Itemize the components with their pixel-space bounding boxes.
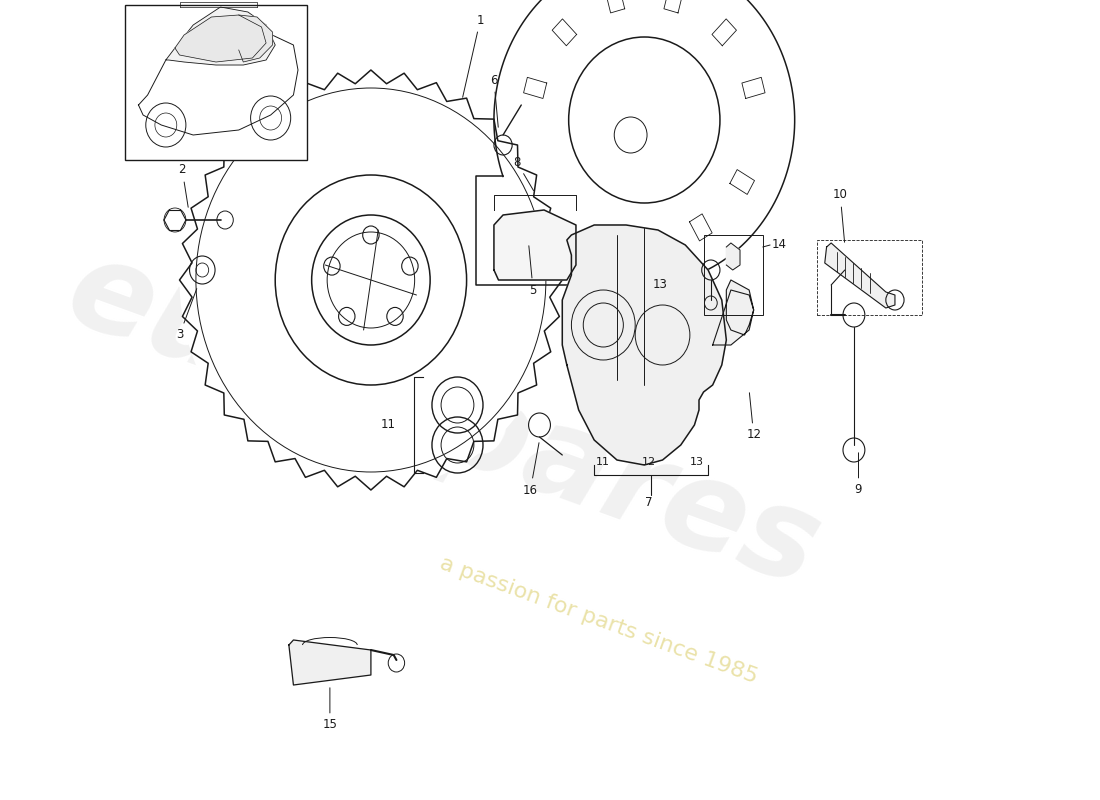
Polygon shape [139,25,298,135]
Polygon shape [239,15,273,62]
Text: 6: 6 [491,74,498,127]
Text: 12: 12 [641,457,656,467]
Text: 3: 3 [176,289,197,342]
Polygon shape [166,7,275,65]
Text: 9: 9 [855,453,862,497]
Polygon shape [713,280,754,345]
Text: 16: 16 [522,442,539,497]
Text: 11: 11 [381,418,396,431]
Polygon shape [494,210,576,280]
Text: 11: 11 [595,457,609,467]
Circle shape [485,0,804,295]
Text: 13: 13 [690,457,704,467]
Text: 12: 12 [746,393,761,442]
Polygon shape [726,243,740,270]
Text: 10: 10 [833,189,848,242]
Bar [704,235,762,315]
Polygon shape [289,640,371,685]
Bar [124,5,307,160]
Polygon shape [825,243,895,308]
Text: 8: 8 [513,155,534,190]
Text: 1: 1 [463,14,484,98]
Bar [817,240,922,315]
Text: 14: 14 [772,238,786,251]
Text: 7: 7 [645,497,652,510]
Text: eurospares: eurospares [52,228,836,612]
Text: 5: 5 [529,246,537,297]
Polygon shape [562,225,726,465]
Polygon shape [179,70,562,490]
Circle shape [179,70,562,490]
Text: 15: 15 [322,688,338,731]
Text: 13: 13 [652,278,667,291]
Polygon shape [175,15,266,62]
Text: a passion for parts since 1985: a passion for parts since 1985 [437,553,760,687]
Text: 2: 2 [178,163,188,207]
